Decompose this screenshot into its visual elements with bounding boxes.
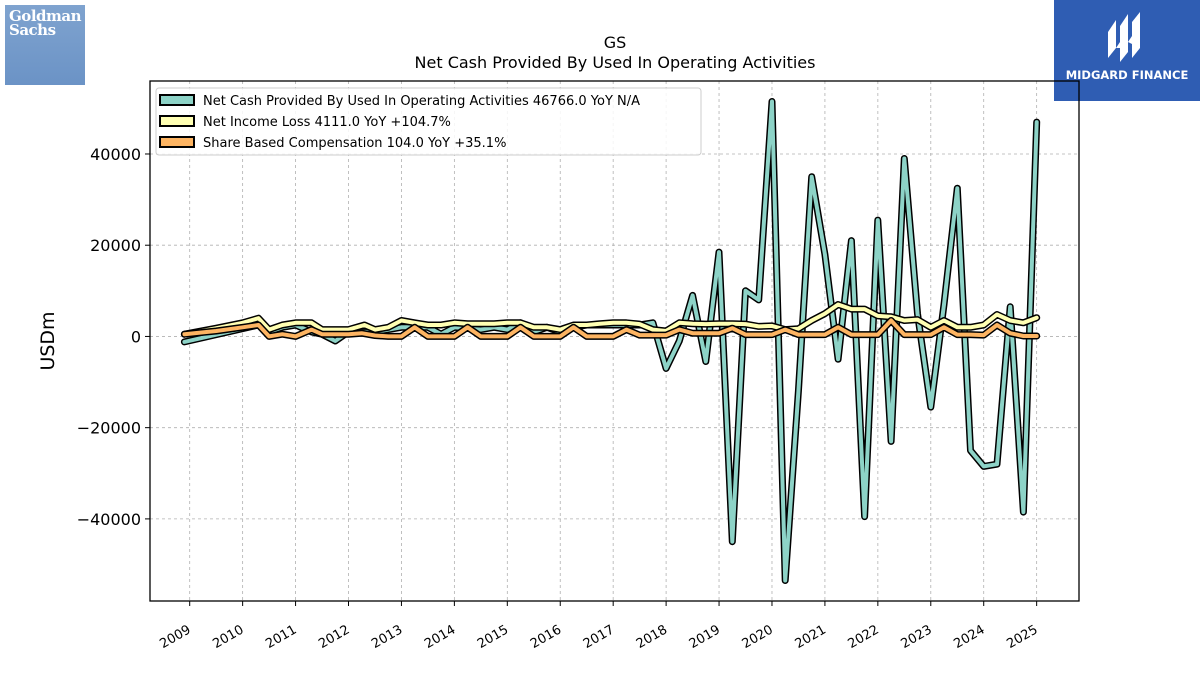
series-layer [180, 98, 1041, 584]
legend-swatch [159, 115, 195, 127]
x-tick-label: 2024 [951, 622, 987, 652]
y-tick-label: −20000 [77, 419, 141, 438]
x-tick-label: 2018 [634, 622, 670, 652]
x-tick-label: 2012 [316, 622, 352, 652]
x-tick-label: 2015 [475, 622, 511, 652]
chart-title: GS [604, 33, 627, 52]
series-0-outline [180, 98, 1041, 584]
x-tick-label: 2020 [740, 622, 776, 652]
legend: Net Cash Provided By Used In Operating A… [155, 87, 702, 156]
x-tick-label: 2019 [687, 622, 723, 652]
x-tick-label: 2017 [581, 622, 617, 652]
chart-subtitle: Net Cash Provided By Used In Operating A… [415, 53, 816, 72]
x-tick-label: 2011 [263, 622, 299, 652]
goldman-sachs-logo: Goldman Sachs [5, 5, 85, 85]
x-tick-label: 2014 [422, 622, 458, 652]
grid-layer [150, 81, 1079, 601]
midgard-finance-logo: MIDGARD FINANCE [1054, 0, 1200, 101]
y-tick-label: −40000 [77, 510, 141, 529]
x-tick-label: 2022 [846, 622, 882, 652]
goldman-sachs-logo-text: Goldman Sachs [9, 7, 82, 39]
x-tick-label: 2021 [793, 622, 829, 652]
legend-label: Share Based Compensation 104.0 YoY +35.1… [203, 136, 506, 151]
y-axis-label: USDm [37, 311, 59, 370]
x-tick-label: 2010 [210, 622, 246, 652]
legend-label: Net Income Loss 4111.0 YoY +104.7% [203, 115, 451, 130]
x-tick-label: 2009 [157, 622, 193, 652]
legend-label: Net Cash Provided By Used In Operating A… [203, 94, 640, 109]
x-tick-label: 2016 [528, 622, 564, 652]
y-tick-label: 0 [131, 327, 141, 346]
x-tick-label: 2023 [898, 622, 934, 652]
series-2-line [182, 318, 1039, 339]
x-tick-label: 2013 [369, 622, 405, 652]
legend-box [155, 87, 702, 156]
y-tick-label: 20000 [90, 236, 141, 255]
midgard-logo-icon [1108, 12, 1140, 62]
y-tick-label: 40000 [90, 145, 141, 164]
plot-frame [149, 80, 1080, 602]
legend-swatch [159, 94, 195, 106]
midgard-finance-logo-text: MIDGARD FINANCE [1065, 68, 1189, 82]
series-1-line [182, 302, 1039, 337]
legend-swatch [159, 136, 195, 148]
x-tick-label: 2025 [1004, 622, 1040, 652]
